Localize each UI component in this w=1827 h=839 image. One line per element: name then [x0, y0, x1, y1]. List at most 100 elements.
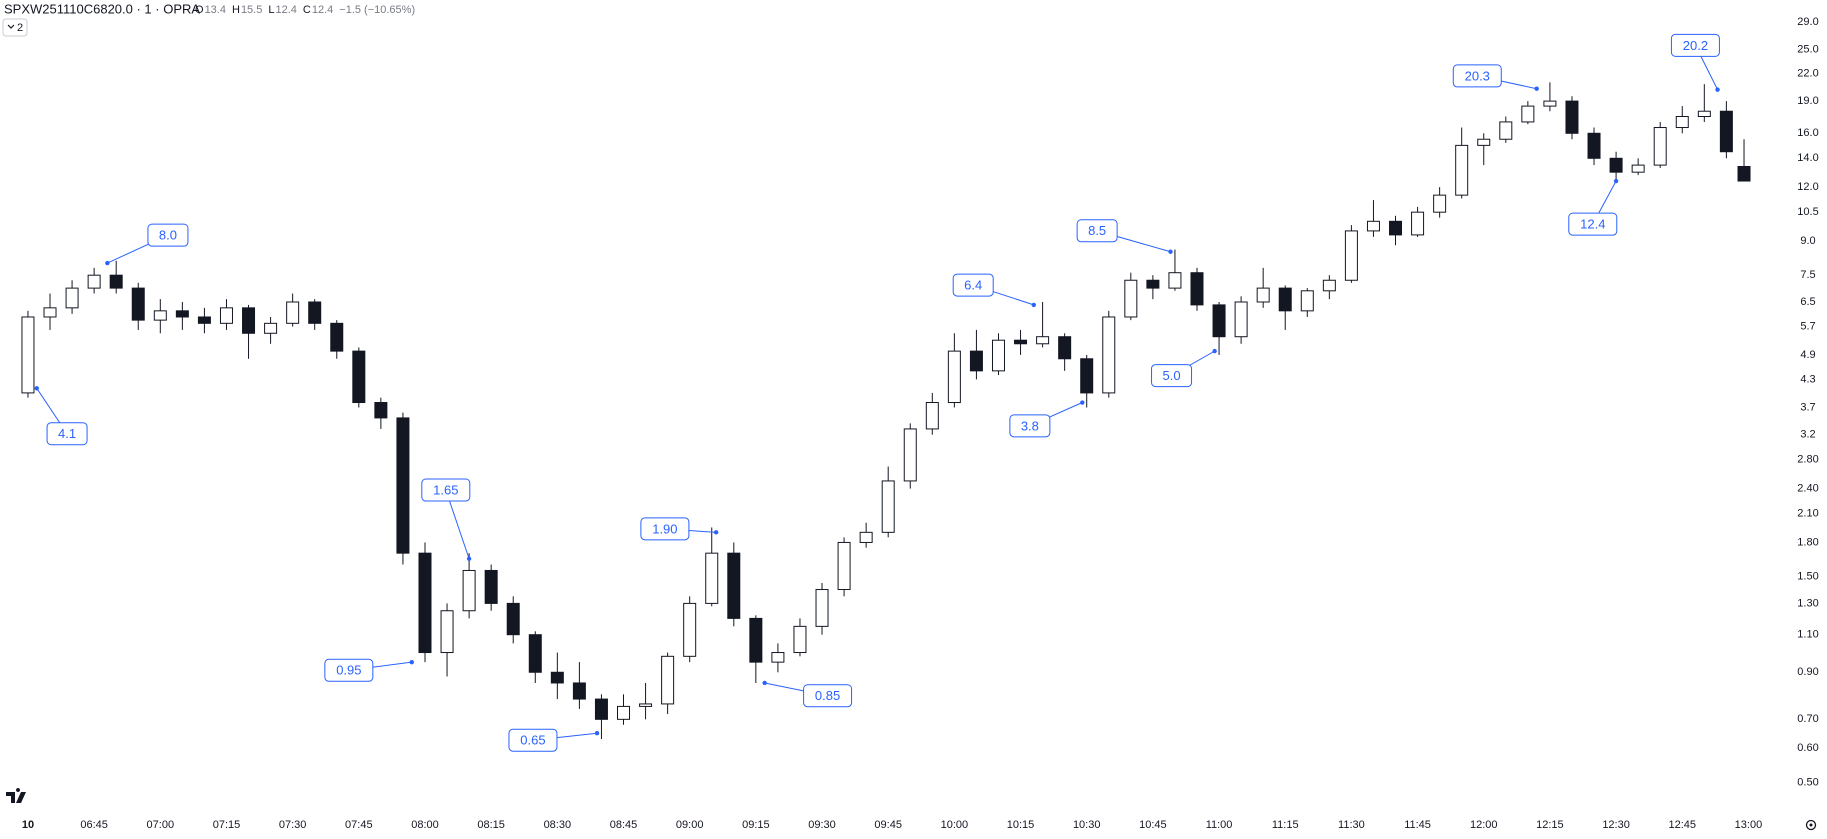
candle-body [1653, 127, 1667, 166]
x-tick-label: 08:00 [411, 819, 439, 831]
candle-body [1675, 116, 1689, 129]
y-tick-label: 4.3 [1800, 373, 1815, 385]
y-tick-label: 0.70 [1797, 713, 1818, 725]
x-tick-label: 10:30 [1073, 819, 1101, 831]
callout-point [1212, 348, 1217, 354]
logo-shape[interactable] [6, 788, 26, 803]
candle-body [440, 610, 454, 654]
y-tick-label: 1.30 [1797, 597, 1818, 609]
y-tick-label: 3.2 [1800, 429, 1815, 441]
callout-box [640, 517, 690, 541]
callout-label: 5.0 [1163, 368, 1181, 383]
x-tick-label: 11:15 [1272, 819, 1299, 831]
callout-box [147, 223, 189, 247]
candle-body [109, 274, 123, 289]
candle-body [396, 417, 410, 554]
ohlc-item: 12.4 [275, 4, 296, 16]
ohlc-item: O [195, 4, 204, 16]
candle-body [418, 552, 432, 654]
candle-body [1609, 157, 1623, 173]
candle-body [1102, 316, 1116, 394]
y-tick-label: 4.9 [1800, 349, 1815, 361]
candle-body [1322, 279, 1336, 292]
candle-body [771, 652, 785, 663]
x-tick-label: 10:15 [1007, 819, 1035, 831]
candle-body [308, 301, 322, 324]
ohlc-item: 13.4 [205, 4, 226, 16]
y-tick-label: 5.7 [1800, 320, 1815, 332]
x-tick-label: 09:30 [808, 819, 836, 831]
x-tick-label: 07:00 [147, 819, 175, 831]
callout-point [1613, 178, 1619, 184]
gear-center [1809, 823, 1813, 827]
candle-body [639, 703, 653, 707]
candle-body [1366, 220, 1380, 232]
candle-body [1190, 272, 1204, 306]
symbol: SPXW251110C6820.0 · 1 · OPRA [4, 1, 200, 16]
y-tick-label: 2.40 [1797, 482, 1818, 494]
toggle-box[interactable] [2, 18, 28, 37]
y-tick-label: 2.10 [1797, 507, 1818, 519]
candle-body [87, 274, 101, 289]
y-tick-label: 1.10 [1797, 629, 1818, 641]
callout-point [34, 386, 39, 391]
candle-body [153, 310, 167, 321]
callout-point [1031, 302, 1036, 308]
candle-body [594, 698, 608, 720]
x-tick-label: 11:45 [1404, 819, 1431, 831]
callout-box [1452, 64, 1502, 88]
candle-body [1455, 144, 1469, 196]
candle-body [242, 307, 256, 334]
candle-body [1256, 287, 1270, 303]
y-tick-label: 14.0 [1797, 152, 1818, 164]
candle-body [749, 617, 763, 663]
callout-point [1534, 86, 1539, 91]
callout-box [1009, 414, 1051, 438]
candle-body [1477, 138, 1491, 146]
chevron [7, 24, 15, 29]
callout-label: 20.3 [1465, 68, 1490, 83]
candle-body [991, 339, 1005, 372]
candle-body [1411, 211, 1425, 236]
candle-body [1737, 166, 1751, 182]
y-tick-label: 1.80 [1797, 536, 1818, 548]
gear[interactable] [1805, 819, 1817, 831]
candle-body [1587, 132, 1601, 159]
callout-label: 3.8 [1021, 418, 1039, 433]
candle-body [617, 705, 631, 720]
candle-body [219, 307, 233, 324]
callout-box [952, 273, 994, 297]
callout-label: 0.95 [336, 663, 361, 678]
x-tick-label: 12:15 [1536, 819, 1564, 831]
callout-point [105, 260, 110, 266]
callout-box [421, 478, 471, 502]
callout-label: 8.0 [159, 228, 177, 243]
ohlc-item: L [268, 4, 274, 16]
candle-body [969, 350, 983, 372]
indicator-toggle[interactable]: 2 [2, 18, 28, 37]
callout-box [1076, 219, 1118, 243]
candle-body [43, 307, 57, 318]
candle-body [1344, 230, 1358, 281]
tv-logo[interactable] [6, 788, 26, 803]
y-tick-label: 7.5 [1800, 269, 1815, 281]
candle-body [374, 402, 388, 419]
settings[interactable] [1805, 819, 1817, 831]
candle-body [1565, 100, 1579, 134]
callout-box [324, 658, 374, 682]
candle-body [815, 589, 829, 627]
candle-body [925, 402, 939, 430]
plot: 4.1 8.0 1.65 0.95 0.65 1.90 0.85 6.4 3.8 8.5 5.0 20… [21, 33, 1751, 752]
callout-point [762, 680, 767, 686]
x-tick-label: 08:30 [544, 819, 572, 831]
y-tick-label: 6.5 [1800, 296, 1815, 308]
x-tick-label: 06:45 [80, 819, 108, 831]
callout-point [1080, 400, 1085, 405]
candle-body [859, 531, 873, 543]
candle-body [21, 316, 35, 394]
x-tick-label: 12:00 [1470, 819, 1498, 831]
candle-body [1124, 279, 1138, 318]
candle-body [264, 322, 278, 334]
callout-box [46, 422, 88, 446]
